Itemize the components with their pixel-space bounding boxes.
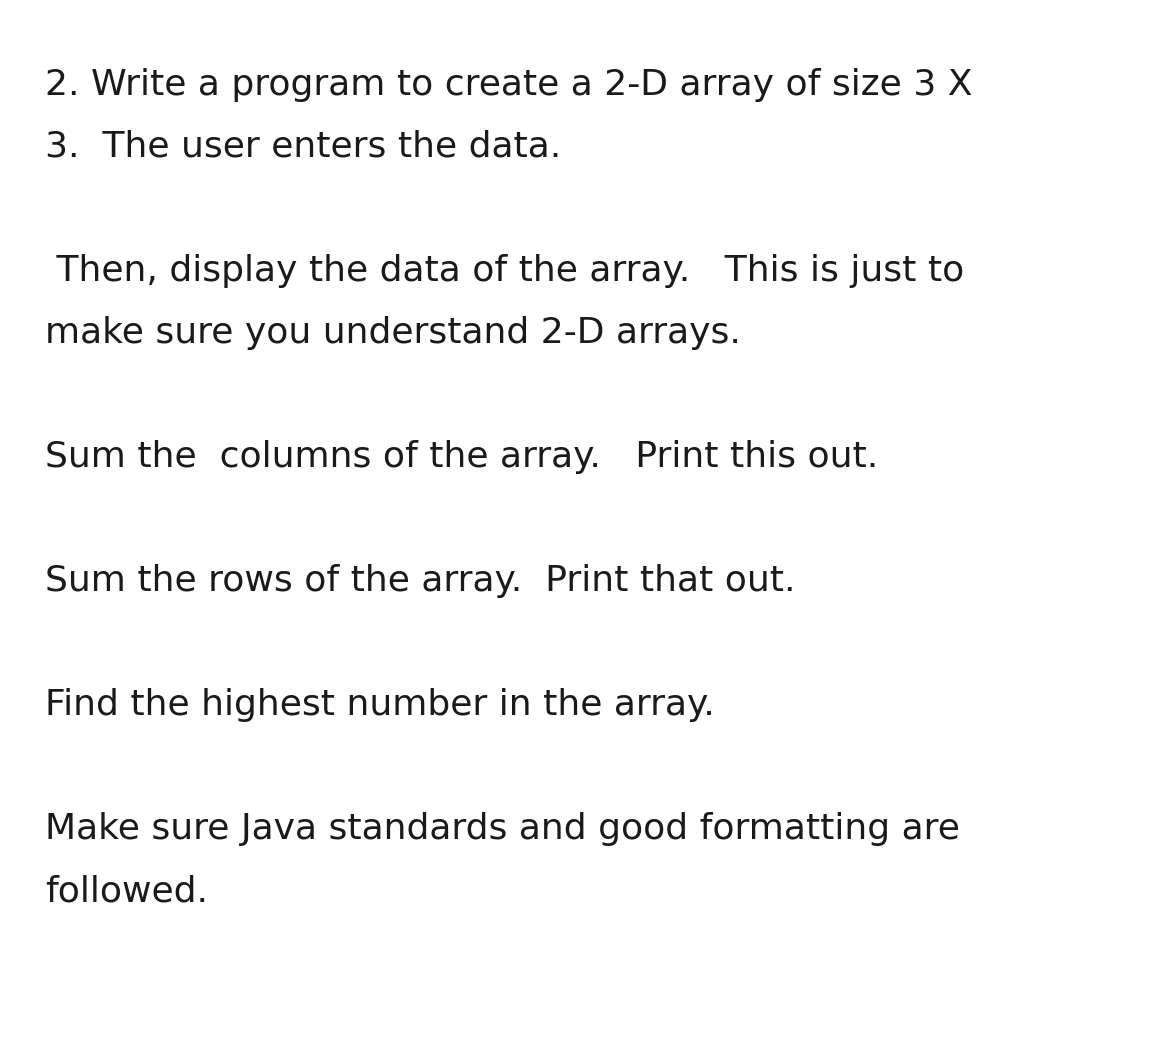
Text: followed.: followed.	[45, 874, 208, 908]
Text: Find the highest number in the array.: Find the highest number in the array.	[45, 688, 715, 722]
Text: Sum the rows of the array.  Print that out.: Sum the rows of the array. Print that ou…	[45, 564, 795, 598]
Text: 3.  The user enters the data.: 3. The user enters the data.	[45, 130, 562, 164]
Text: Sum the  columns of the array.   Print this out.: Sum the columns of the array. Print this…	[45, 440, 878, 474]
Text: 2. Write a program to create a 2-D array of size 3 X: 2. Write a program to create a 2-D array…	[45, 68, 973, 102]
Text: Make sure Java standards and good formatting are: Make sure Java standards and good format…	[45, 811, 960, 846]
Text: Then, display the data of the array.   This is just to: Then, display the data of the array. Thi…	[45, 254, 965, 288]
Text: make sure you understand 2-D arrays.: make sure you understand 2-D arrays.	[45, 316, 741, 350]
